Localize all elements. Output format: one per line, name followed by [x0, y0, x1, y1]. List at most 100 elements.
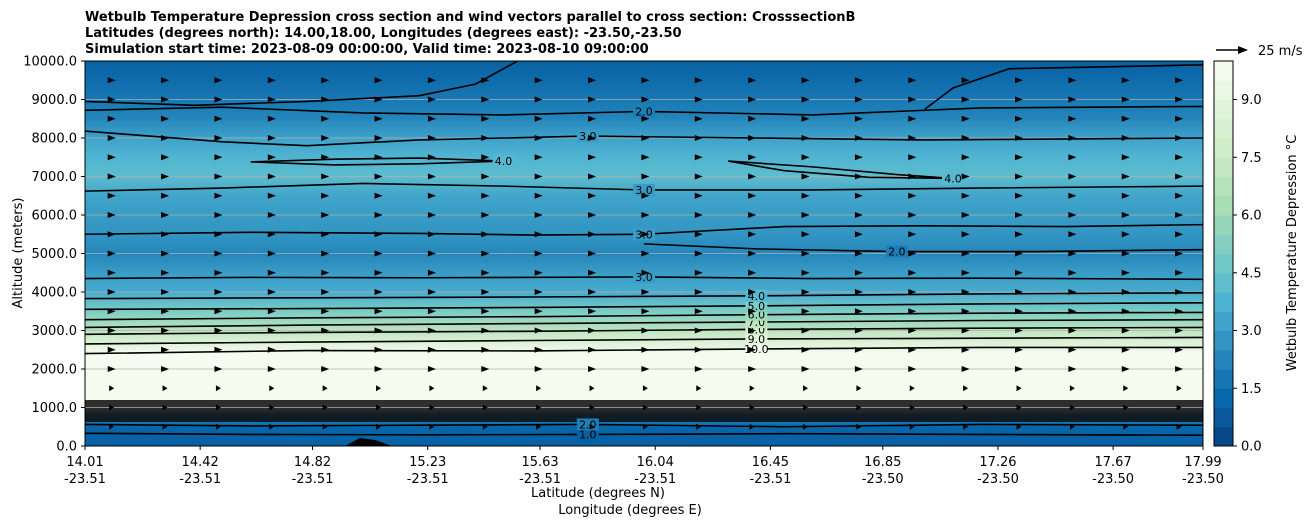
wind-arrow-icon [161, 192, 170, 199]
wind-arrow-icon [1176, 385, 1182, 392]
wind-arrow-icon [161, 308, 170, 315]
wind-arrow-icon [481, 289, 490, 295]
wind-arrow-icon [267, 366, 276, 372]
contour-label-bg [745, 332, 768, 345]
y-tick-label: 3000.0 [32, 324, 78, 339]
colorbar-segment [1214, 426, 1233, 447]
wind-arrow-icon [801, 173, 810, 180]
wind-arrow-icon [109, 423, 115, 430]
wind-arrow-icon [374, 115, 383, 122]
wind-arrow-icon [214, 231, 223, 238]
wind-arrow-icon [694, 289, 703, 295]
wind-arrow-icon [534, 366, 543, 372]
wind-arrow-icon [801, 308, 810, 315]
wind-arrow-icon [961, 96, 970, 103]
wind-arrow-icon [1015, 135, 1024, 141]
wind-arrow-icon [161, 135, 170, 141]
wind-arrow-icon [694, 231, 703, 238]
wind-arrow-icon [641, 366, 650, 372]
y-tick-label: 10000.0 [23, 55, 77, 70]
wind-arrow-icon [321, 173, 330, 180]
wind-arrow-icon [854, 327, 863, 334]
x-tick-label-lon: -23.51 [634, 472, 676, 487]
wind-arrow-icon [908, 269, 917, 276]
wind-arrow-icon [161, 289, 170, 295]
wind-arrow-icon [214, 289, 223, 295]
wind-arrow-icon [961, 173, 970, 180]
wind-arrow-icon [641, 115, 650, 122]
wind-arrow-icon [214, 308, 223, 315]
wind-arrow-icon [481, 327, 490, 334]
wind-arrow-icon [801, 366, 810, 372]
x-tick-label-lon: -23.50 [1182, 472, 1224, 487]
contour-line [85, 105, 1203, 116]
colorbar-tick-label: 0.0 [1241, 440, 1262, 455]
wind-arrow-icon [1175, 192, 1184, 199]
wind-arrow-icon [482, 423, 488, 430]
wind-arrow-icon [267, 327, 276, 334]
wind-arrow-icon [1121, 346, 1130, 353]
contour-label-bg [633, 183, 655, 196]
wind-arrow-icon [427, 173, 436, 180]
wind-arrow-icon [427, 96, 436, 103]
wind-arrow-icon [214, 346, 223, 353]
x-tick-label-lat: 16.45 [752, 455, 789, 470]
contour-line [85, 301, 1203, 311]
x-axis-label: Latitude (degrees N) [531, 486, 665, 501]
wind-arrow-icon [854, 289, 863, 295]
wind-arrow-icon [1175, 173, 1184, 180]
wind-arrow-icon [161, 231, 170, 238]
wind-arrow-icon [588, 212, 597, 218]
x-tick-label-lat: 17.67 [1095, 455, 1132, 470]
wind-arrow-icon [107, 212, 116, 218]
wind-arrow-icon [642, 385, 648, 392]
wind-arrow-icon [107, 77, 116, 84]
wind-arrow-icon [801, 212, 810, 218]
wind-arrow-icon [961, 135, 970, 141]
wind-arrow-icon [534, 269, 543, 276]
wind-arrow-icon [321, 231, 330, 238]
wind-arrow-icon [694, 212, 703, 218]
wind-arrow-icon [161, 269, 170, 276]
wind-arrow-icon [1069, 423, 1075, 430]
wind-arrow-icon [856, 404, 862, 411]
wind-arrow-icon [1015, 154, 1024, 161]
wind-arrow-icon [267, 231, 276, 238]
wind-arrow-icon [481, 135, 490, 141]
wind-arrow-icon [909, 404, 915, 411]
wind-arrow-icon [1175, 212, 1184, 218]
moist-layer-ridge [85, 400, 1203, 446]
wind-arrow-icon [536, 385, 542, 392]
wind-key: 25 m/s [1216, 44, 1303, 59]
wind-arrow-icon [748, 77, 757, 84]
colorbar-segment [1214, 80, 1233, 100]
wind-arrow-icon [909, 423, 915, 430]
wind-arrow-icon [641, 173, 650, 180]
wind-arrow-icon [482, 385, 488, 392]
wind-arrow-icon [1175, 135, 1184, 141]
wind-arrow-icon [1068, 96, 1077, 103]
wind-arrow-icon [107, 308, 116, 315]
colorbar-segment [1214, 234, 1233, 254]
wind-arrow-icon [321, 327, 330, 334]
wind-arrow-icon [801, 96, 810, 103]
wind-arrow-icon [748, 346, 757, 353]
wind-arrow-icon [801, 289, 810, 295]
x-tick-label-lat: 16.85 [864, 455, 901, 470]
colorbar-tick-label: 1.5 [1241, 382, 1262, 397]
wind-arrow-icon [588, 173, 597, 180]
contour-label-bg [745, 342, 768, 355]
wind-arrow-icon [534, 154, 543, 161]
wind-arrow-icon [748, 135, 757, 141]
wind-arrow-icon [1069, 404, 1075, 411]
wind-arrow-icon [588, 250, 597, 257]
wind-arrow-icon [481, 231, 490, 238]
colorbar-segment [1214, 195, 1233, 216]
wind-arrow-icon [908, 135, 917, 141]
contour-label: 4.0 [944, 172, 962, 185]
wind-arrow-icon [748, 115, 757, 122]
wind-arrow-icon [589, 404, 595, 411]
wind-arrow-icon [427, 154, 436, 161]
y-tick-label: 7000.0 [32, 170, 78, 185]
wind-arrow-icon [856, 385, 862, 392]
